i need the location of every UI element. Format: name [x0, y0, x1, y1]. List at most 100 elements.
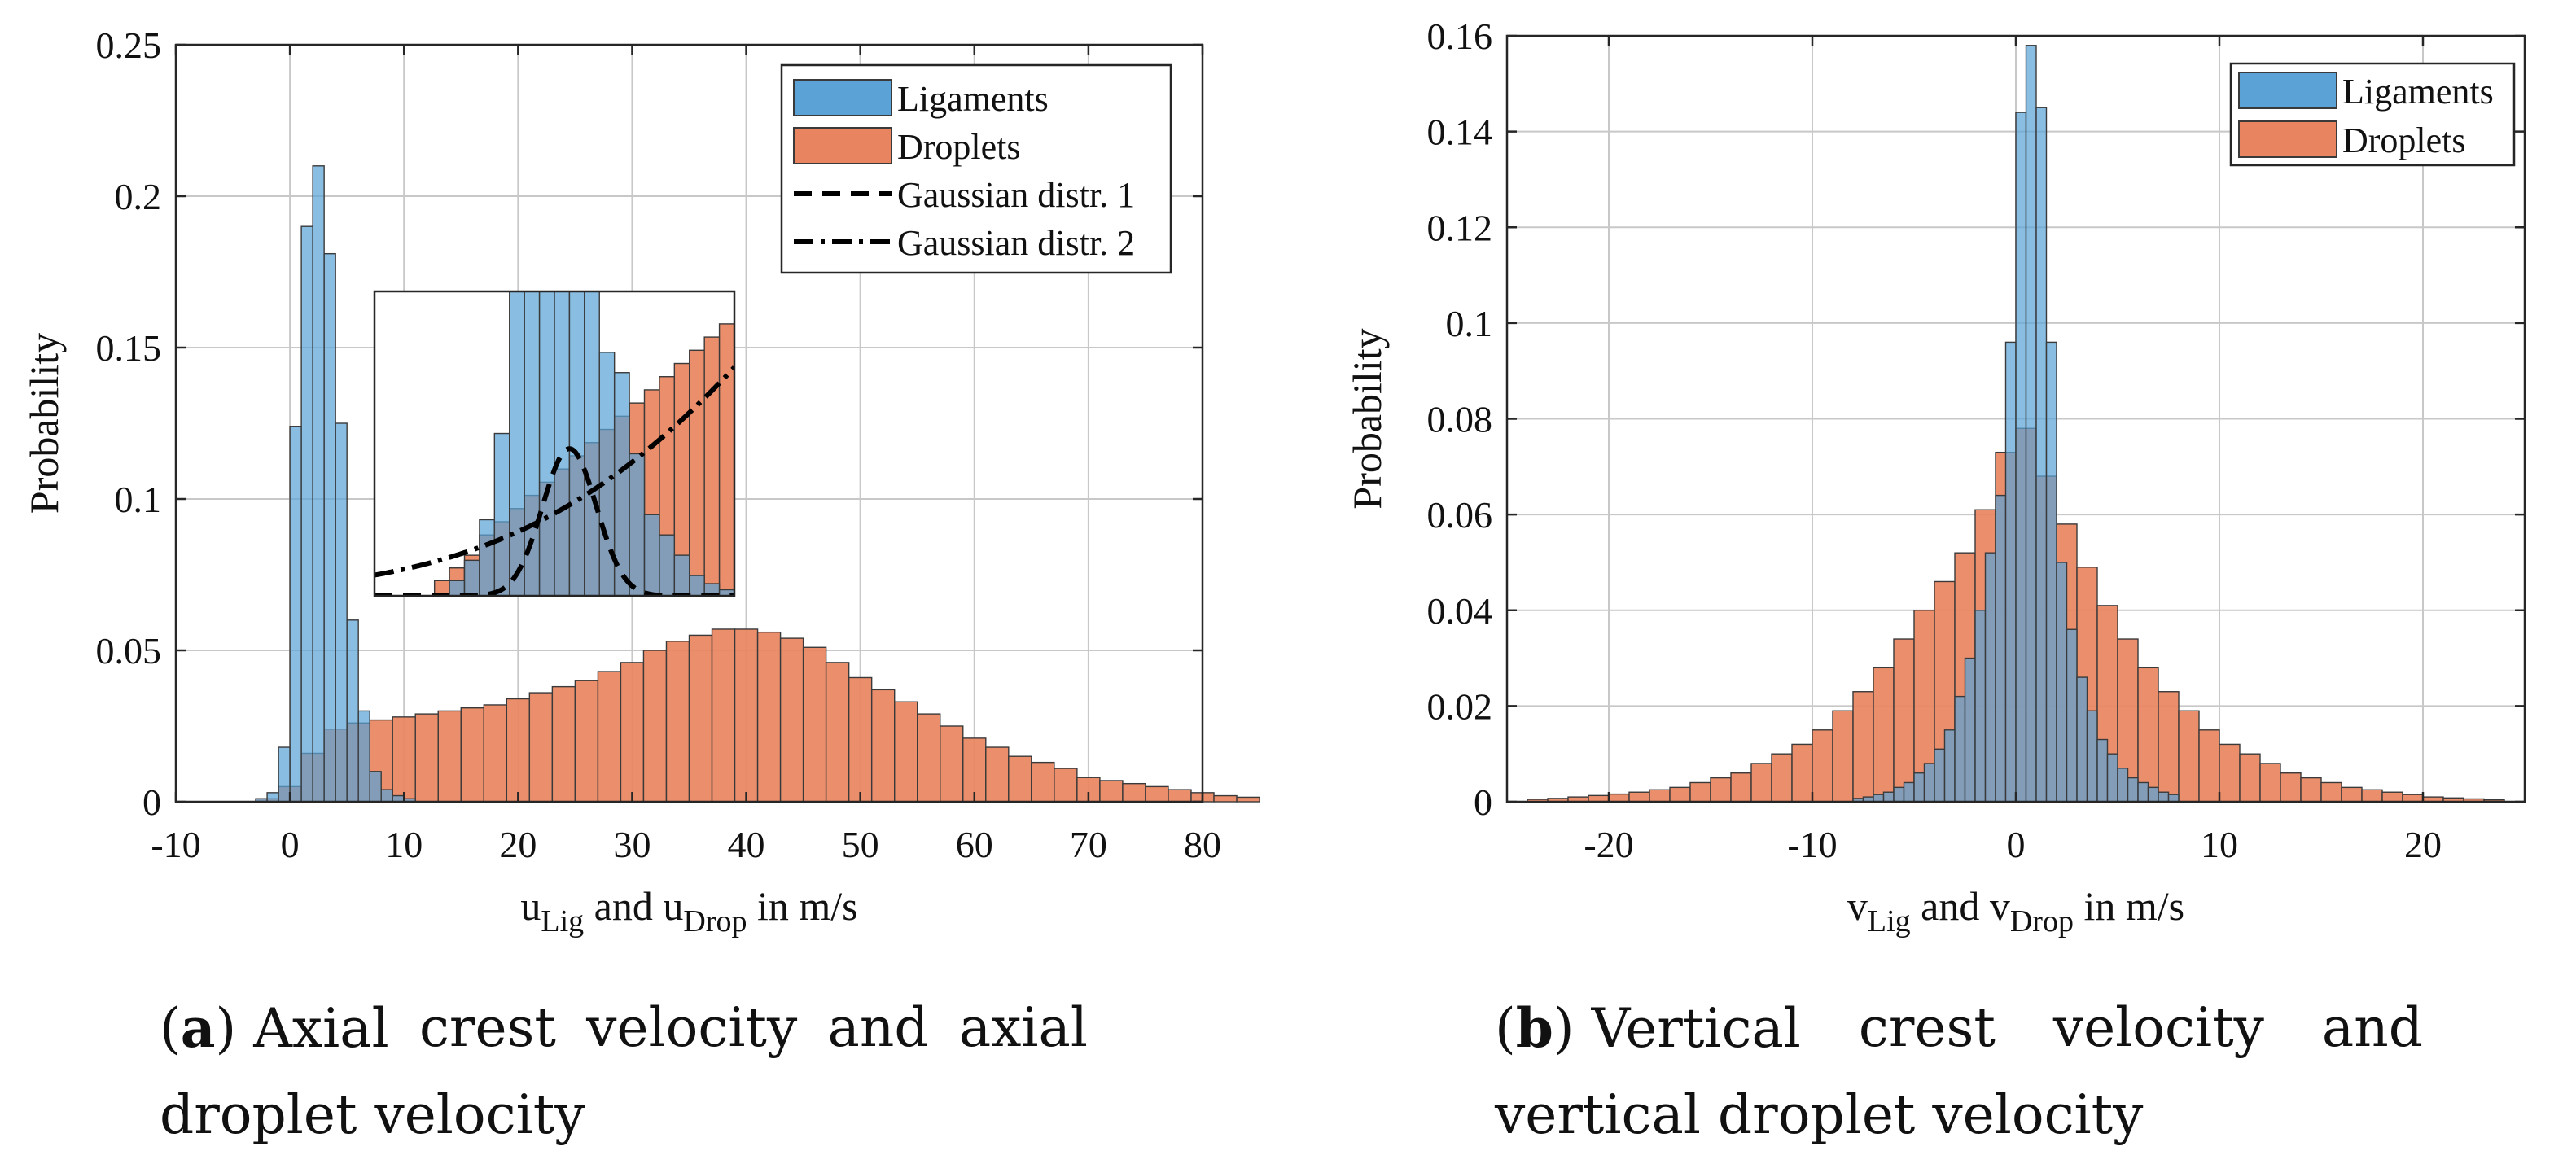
ligaments-bar — [2076, 676, 2088, 803]
caption-word: velocity — [586, 996, 798, 1059]
droplets-bar — [2381, 791, 2403, 803]
droplets-bar — [2259, 763, 2281, 803]
droplets-bar — [1893, 638, 1915, 803]
droplets-bar — [1168, 789, 1192, 803]
ligaments-bar — [1873, 794, 1885, 803]
ligaments-bar — [312, 165, 325, 803]
droplets-bar — [1669, 786, 1691, 803]
ligaments-bar — [2158, 791, 2170, 803]
ligaments-bar — [278, 746, 291, 803]
legend-swatch-ligaments — [2238, 72, 2337, 109]
ligaments-bar — [357, 710, 370, 803]
droplets-bar — [711, 628, 736, 803]
droplets-bar — [1099, 780, 1124, 803]
legend-label: Gaussian distr. 2 — [897, 223, 1135, 263]
x-axis-label-part: Lig — [541, 904, 584, 939]
ligaments-bar — [1913, 772, 1925, 803]
caption-a-line-2: droplet velocity — [160, 1083, 585, 1146]
droplets-bar — [1054, 768, 1078, 803]
x-tick-label: 30 — [613, 824, 651, 865]
inset-ligaments-bar — [629, 453, 646, 596]
y-tick-label: 0.1 — [1446, 303, 1493, 344]
droplets-bar — [2198, 729, 2220, 803]
x-axis-label-part: and — [584, 883, 663, 929]
droplets-bar — [1771, 753, 1793, 803]
ligaments-bar — [289, 426, 302, 803]
caption-word: and — [827, 996, 929, 1059]
droplets-bar — [1122, 782, 1146, 803]
droplets-bar — [848, 676, 873, 803]
y-tick-label: 0.06 — [1427, 494, 1493, 536]
caption-word: crest — [1858, 996, 1996, 1059]
inset-droplets-bar — [718, 323, 734, 596]
legend-label: Ligaments — [2342, 72, 2494, 112]
droplets-bar — [1608, 793, 1630, 803]
chart-panel-b: -20 -10 0 10 20 0 0.02 0.04 0.06 0.08 0.1 0.12 0.14 0… — [1344, 15, 2526, 939]
x-tick-label: 10 — [385, 824, 423, 865]
ligaments-bar — [335, 422, 348, 803]
legend-label: Ligaments — [897, 79, 1049, 119]
x-tick-label: 50 — [842, 824, 879, 865]
droplets-bar — [2158, 691, 2180, 803]
legend-swatch-droplets — [793, 127, 892, 164]
droplets-bar — [551, 685, 576, 803]
caption-word: axial — [958, 996, 1088, 1059]
y-tick-label: 0 — [1474, 781, 1492, 823]
ligaments-bar — [2066, 628, 2078, 803]
caption-b-line-1: (b) Vertical crest velocity and — [1495, 985, 2423, 1072]
y-tick-label: 0.2 — [115, 176, 162, 217]
ligaments-bar — [2035, 107, 2048, 803]
ligaments-bar — [1954, 695, 1966, 803]
axes-box — [174, 43, 1204, 803]
inset-droplets-bar — [703, 336, 721, 596]
legend-label: Droplets — [2342, 120, 2466, 160]
caption-word: and — [2321, 996, 2423, 1059]
legend-b: Ligaments Droplets — [2229, 62, 2516, 167]
ligaments-bar — [1923, 763, 1935, 803]
x-axis-label-part: v — [1847, 883, 1868, 929]
ligaments-bar — [2137, 781, 2149, 803]
inset-ligaments-bar — [673, 554, 690, 596]
caption-word: crest — [418, 996, 556, 1059]
y-axis-label: Probability — [1344, 328, 1390, 509]
droplets-bar — [779, 637, 804, 803]
ligaments-bar — [323, 252, 336, 803]
x-tick-label: 0 — [2007, 824, 2026, 865]
droplets-bar — [1873, 667, 1895, 803]
droplets-bar — [1750, 763, 1772, 803]
droplets-bar — [2239, 753, 2261, 803]
ligaments-bar — [2025, 45, 2037, 803]
legend-label: Gaussian distr. 1 — [897, 175, 1135, 215]
ligaments-bar — [1893, 786, 1905, 803]
droplets-bar — [1791, 743, 1813, 803]
x-tick-label: 20 — [499, 824, 537, 865]
droplets-bar — [2137, 667, 2159, 803]
inset-ligaments-bar — [568, 291, 585, 596]
inset-ligaments-bar — [659, 534, 676, 596]
y-tick-label: 0 — [142, 781, 161, 823]
x-axis-label-part: u — [520, 883, 541, 929]
droplets-bar — [688, 634, 713, 803]
x-axis-label: uLig and uDrop in m/s — [520, 883, 857, 939]
y-axis-label: Probability — [21, 333, 67, 514]
x-tick-label: -20 — [1584, 824, 1633, 865]
ligaments-bar — [2127, 777, 2139, 803]
x-tick-label: 10 — [2201, 824, 2238, 865]
x-axis-label-part: and — [1911, 883, 1990, 929]
ligaments-bar — [266, 792, 279, 803]
ligaments-bar — [2117, 768, 2129, 803]
x-tick-label: 20 — [2404, 824, 2442, 865]
x-tick-label: 80 — [1184, 824, 1221, 865]
inset-droplets-bar — [689, 349, 705, 596]
ligaments-bar — [2086, 710, 2098, 803]
caption-word: (a) Axial — [160, 996, 389, 1060]
inset-ligaments-bar — [643, 514, 660, 596]
ligaments-bar — [1934, 748, 1946, 803]
ligaments-bar — [346, 619, 359, 803]
x-axis-label-part: u — [663, 883, 683, 929]
droplets-bar — [1008, 755, 1032, 803]
droplets-bar — [1710, 777, 1732, 803]
x-tick-label: 0 — [281, 824, 300, 865]
